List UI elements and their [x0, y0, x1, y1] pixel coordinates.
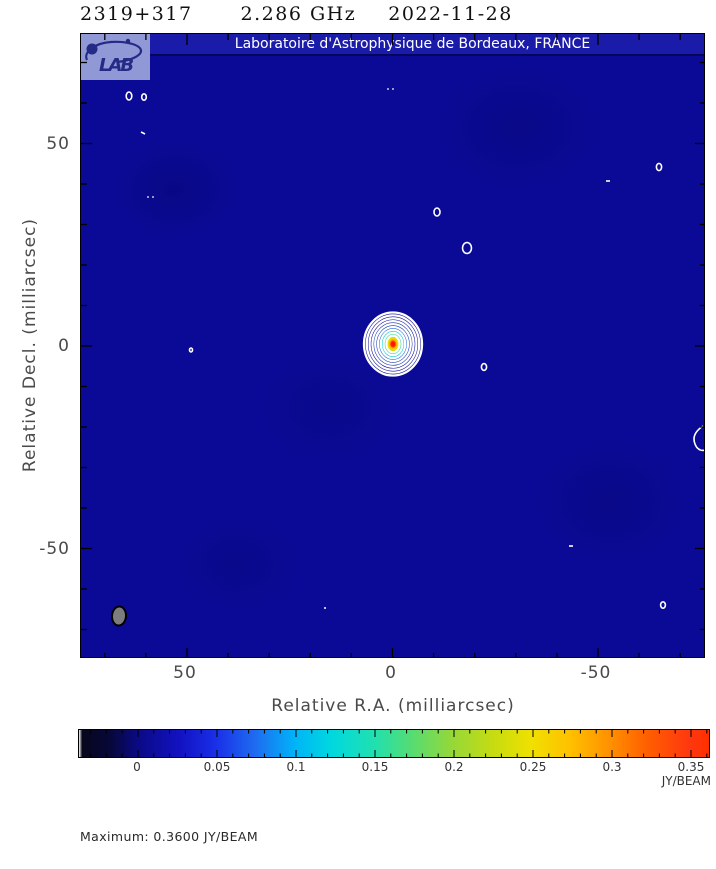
lab-logo: LAB [81, 34, 150, 80]
beam-ellipse [110, 605, 128, 627]
source-name: 2319+317 [80, 3, 193, 25]
colorbar-tick-0: 0 [133, 760, 141, 774]
maximum-line: Maximum: 0.3600 JY/BEAM [80, 829, 259, 844]
map-annotations: Maximum: 0.3600 JY/BEAM Contours (%): -0… [80, 794, 506, 869]
source-contours [362, 311, 424, 377]
noise-dots [147, 88, 394, 609]
x-tick-50: 50 [173, 663, 197, 683]
y-tick-neg50: -50 [39, 539, 70, 559]
observing-frequency: 2.286 GHz [240, 3, 357, 25]
lab-logo-icon: LAB [85, 38, 143, 76]
colorbar-tick-005: 0.05 [203, 760, 231, 774]
y-axis-label: Relative Decl. (milliarcsec) [20, 217, 40, 473]
colorbar [78, 729, 710, 758]
axis-ticks [81, 34, 704, 657]
colorbar-tick-01: 0.1 [286, 760, 306, 774]
colorbar-tick-025: 0.25 [519, 760, 547, 774]
colorbar-ticks [90, 730, 708, 757]
colorbar-tick-015: 0.15 [361, 760, 389, 774]
radio-map: Laboratoire d'Astrophysique de Bordeaux,… [80, 33, 705, 658]
noise-contours [125, 91, 704, 609]
observation-date: 2022-11-28 [388, 3, 513, 25]
map-overlay [81, 34, 704, 657]
y-tick-50: 50 [46, 134, 70, 154]
colorbar-unit: JY/BEAM [661, 774, 711, 788]
x-tick-neg50: -50 [580, 663, 612, 683]
plot-title: 2319+317 2.286 GHz 2022-11-28 [80, 3, 513, 25]
x-axis-label: Relative R.A. (milliarcsec) [271, 696, 515, 716]
svg-text:LAB: LAB [99, 55, 133, 76]
x-tick-0: 0 [385, 663, 397, 683]
colorbar-tick-02: 0.2 [444, 760, 464, 774]
colorbar-tick-03: 0.3 [602, 760, 622, 774]
colorbar-tick-035: 0.35 [677, 760, 705, 774]
y-tick-0: 0 [58, 336, 70, 356]
